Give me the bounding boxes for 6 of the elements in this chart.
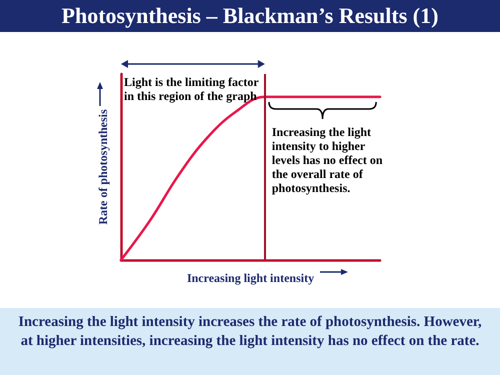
annotation: Increasing the light intensity to higher levels has no effect on the overall rate of photosynthesis. xyxy=(272,124,384,195)
chart-title: Photosynthesis – Blackman’s Results (1) xyxy=(0,0,500,32)
x-axis-title: Increasing light intensity xyxy=(186,271,314,285)
text: Increasing the light intensity increases the rate of photosynthesis. However, at higher intensities, increasing the light intensity has no effect on the rate. xyxy=(0,308,500,375)
annotation: Light is the limiting factor in this region of the graph xyxy=(124,75,260,103)
y-axis-title: Rate of photosynthesis xyxy=(96,109,110,225)
